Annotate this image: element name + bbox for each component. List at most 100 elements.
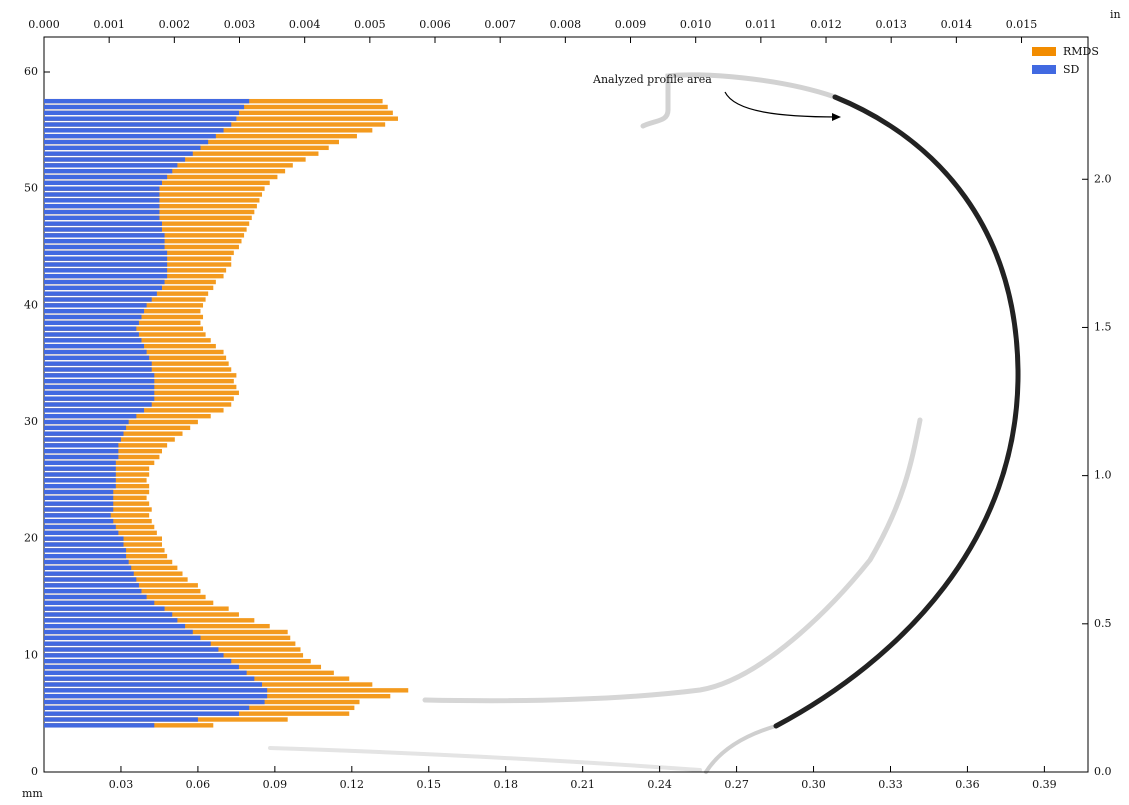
- y2-tick-label: 2.0: [1094, 172, 1112, 185]
- bar: [44, 192, 160, 197]
- bar: [44, 227, 162, 232]
- bar: [44, 548, 127, 553]
- bar: [44, 431, 124, 436]
- x-tick-label: 0.21: [570, 778, 595, 791]
- bar: [44, 291, 157, 296]
- bar: [44, 238, 165, 244]
- legend-label: RMDS: [1063, 45, 1099, 58]
- bar: [44, 279, 165, 285]
- bar: [44, 723, 155, 728]
- x-tick-label: 0.27: [724, 778, 749, 791]
- bar: [44, 413, 137, 419]
- bar: [44, 489, 114, 495]
- annotation: Analyzed profile area: [592, 73, 712, 86]
- bar: [44, 215, 160, 221]
- bar: [44, 454, 119, 460]
- y2-tick-label: 0.0: [1094, 765, 1112, 778]
- bar: [44, 419, 129, 425]
- x2-tick-label: 0.003: [224, 18, 256, 31]
- x2-tick-label: 0.005: [354, 18, 386, 31]
- annotation-arrow: [724, 91, 839, 118]
- bar: [44, 157, 186, 162]
- bar: [44, 221, 162, 226]
- y-tick-label: 30: [24, 415, 38, 428]
- bar: [44, 542, 124, 547]
- bar: [44, 518, 114, 524]
- y2-tick-label: 0.5: [1094, 617, 1112, 630]
- bar: [44, 209, 160, 215]
- bar: [44, 268, 168, 273]
- x-tick-label: 0.15: [417, 778, 442, 791]
- bar: [44, 355, 150, 361]
- bar: [44, 443, 119, 448]
- bar: [44, 285, 162, 291]
- bar: [44, 320, 139, 326]
- x-tick-label: 0.03: [109, 778, 134, 791]
- bar: [44, 378, 155, 384]
- bar: [44, 717, 198, 722]
- bar: [44, 168, 173, 174]
- bar: [44, 460, 116, 466]
- x2-tick-label: 0.011: [745, 18, 777, 31]
- bar: [44, 139, 209, 145]
- x-tick-label: 0.09: [263, 778, 288, 791]
- x2-tick-label: 0.007: [484, 18, 516, 31]
- x2-tick-label: 0.010: [680, 18, 712, 31]
- x2-tick-label: 0.012: [810, 18, 842, 31]
- bar: [44, 600, 155, 606]
- x2-tick-label: 0.000: [28, 18, 60, 31]
- x2-tick-label: 0.009: [615, 18, 647, 31]
- bar: [44, 425, 127, 431]
- bar: [44, 577, 137, 582]
- bar: [44, 682, 263, 687]
- bar: [44, 373, 155, 378]
- bar: [44, 571, 134, 576]
- bar: [44, 408, 145, 413]
- bar: [44, 676, 255, 681]
- x2-tick-label: 0.006: [419, 18, 451, 31]
- bar: [44, 343, 145, 349]
- bar: [44, 565, 132, 571]
- x2-tick-label: 0.015: [1006, 18, 1038, 31]
- bar: [44, 110, 239, 116]
- bar: [44, 658, 232, 664]
- x-tick-label: 0.06: [186, 778, 211, 791]
- bar: [44, 273, 168, 279]
- bar: [44, 635, 201, 641]
- bar: [44, 233, 165, 238]
- bar: [44, 349, 147, 355]
- legend-label: SD: [1063, 63, 1080, 76]
- x2-tick-label: 0.004: [289, 18, 321, 31]
- bar: [44, 699, 265, 705]
- bar: [44, 711, 239, 716]
- bar: [44, 653, 224, 658]
- y-tick-label: 20: [24, 532, 38, 545]
- bar: [44, 507, 114, 512]
- bar: [44, 314, 142, 320]
- bar: [44, 559, 129, 565]
- bar: [44, 297, 152, 302]
- x-tick-label: 0.24: [647, 778, 672, 791]
- bar: [44, 163, 178, 168]
- x-tick-label: 0.30: [801, 778, 826, 791]
- bar: [44, 583, 139, 588]
- x-axis-label: mm: [22, 787, 43, 800]
- bar: [44, 530, 119, 536]
- bar: [44, 332, 139, 337]
- bar: [44, 116, 237, 121]
- bar: [44, 338, 142, 343]
- bar: [44, 203, 160, 209]
- bar: [44, 174, 168, 180]
- bar: [44, 606, 165, 611]
- bar: [44, 396, 155, 401]
- x-tick-label: 0.36: [955, 778, 980, 791]
- bar: [44, 495, 114, 501]
- bar: [44, 524, 116, 530]
- bar: [44, 478, 116, 483]
- x-tick-label: 0.33: [878, 778, 903, 791]
- bar: [44, 128, 224, 133]
- bar: [44, 437, 121, 442]
- bar: [44, 244, 165, 250]
- bar: [44, 466, 116, 471]
- bar: [44, 384, 155, 390]
